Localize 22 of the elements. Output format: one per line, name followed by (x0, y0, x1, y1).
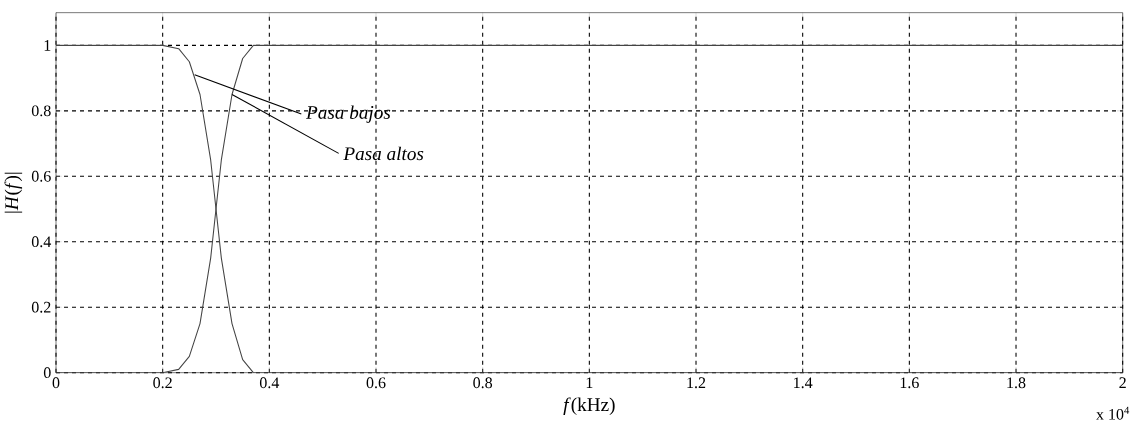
x-tick-label: 1.8 (1007, 377, 1026, 389)
x-axis-title: f(kHz) (563, 397, 615, 415)
y-tick-label: 0.4 (31, 236, 52, 248)
x-tick-label: 1.4 (794, 377, 813, 389)
x-tick-label: 1.2 (687, 377, 706, 389)
y-tick-label: 0.8 (31, 105, 51, 117)
y-tick-label: 0 (43, 367, 51, 379)
annotation: Pasa bajos (305, 105, 391, 123)
text: x 10$^{4}$ (1096, 406, 1130, 420)
x-tick-label: 0.6 (366, 377, 386, 389)
x-tick-label: 2 (1119, 377, 1126, 388)
y-tick-label: 1 (44, 40, 51, 51)
y-tick-label: 0.6 (31, 170, 51, 182)
x-tick-label: 1.6 (900, 377, 919, 389)
y-axis-title: |H(f)| (4, 172, 23, 213)
x-tick-label: 0.4 (259, 377, 280, 389)
x-tick-label: 0.8 (473, 377, 493, 389)
x-tick-label: 0 (52, 377, 60, 389)
x-tick-label: 1 (586, 377, 593, 388)
x-tick-label: 0.2 (153, 377, 172, 389)
annotation: Pasa altos (343, 146, 424, 161)
y-tick-label: 0.2 (31, 301, 51, 313)
